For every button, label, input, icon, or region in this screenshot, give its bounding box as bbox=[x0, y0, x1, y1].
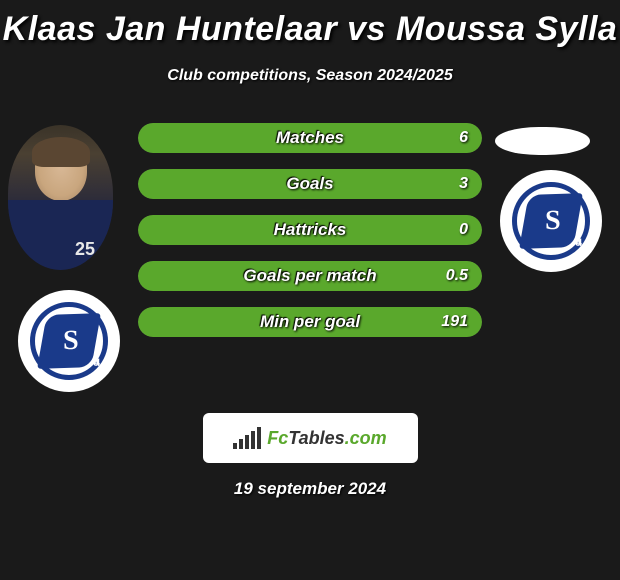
stat-label: Goals bbox=[286, 174, 333, 194]
stat-value-right: 0.5 bbox=[446, 267, 468, 285]
logo-text: FcTables.com bbox=[267, 428, 386, 449]
stat-value-right: 0 bbox=[459, 221, 468, 239]
page-title: Klaas Jan Huntelaar vs Moussa Sylla bbox=[0, 0, 620, 49]
stat-value-right: 3 bbox=[459, 175, 468, 193]
date-label: 19 september 2024 bbox=[0, 479, 620, 499]
logo-bars-icon bbox=[233, 427, 261, 449]
club-badge-right: S04 bbox=[500, 170, 602, 272]
stat-row: Matches 6 bbox=[138, 123, 482, 153]
club-badge-left: S04 bbox=[18, 290, 120, 392]
stat-label: Hattricks bbox=[274, 220, 347, 240]
stats-bars: Matches 6 Goals 3 Hattricks 0 Goals per match 0… bbox=[138, 123, 482, 353]
stat-label: Matches bbox=[276, 128, 344, 148]
stat-row: Goals 3 bbox=[138, 169, 482, 199]
fctables-logo: FcTables.com bbox=[203, 413, 418, 463]
player-photo-right bbox=[495, 127, 590, 155]
stat-label: Min per goal bbox=[260, 312, 360, 332]
stat-row: Min per goal 191 bbox=[138, 307, 482, 337]
stat-value-right: 191 bbox=[441, 313, 468, 331]
stat-value-right: 6 bbox=[459, 129, 468, 147]
subtitle: Club competitions, Season 2024/2025 bbox=[0, 67, 620, 85]
stat-row: Hattricks 0 bbox=[138, 215, 482, 245]
stat-row: Goals per match 0.5 bbox=[138, 261, 482, 291]
player-photo-left bbox=[8, 125, 113, 270]
stat-label: Goals per match bbox=[243, 266, 376, 286]
player-left bbox=[8, 125, 113, 270]
comparison-panel: S04 S04 Matches 6 Goals 3 Hattricks 0 Goals pe… bbox=[0, 115, 620, 395]
